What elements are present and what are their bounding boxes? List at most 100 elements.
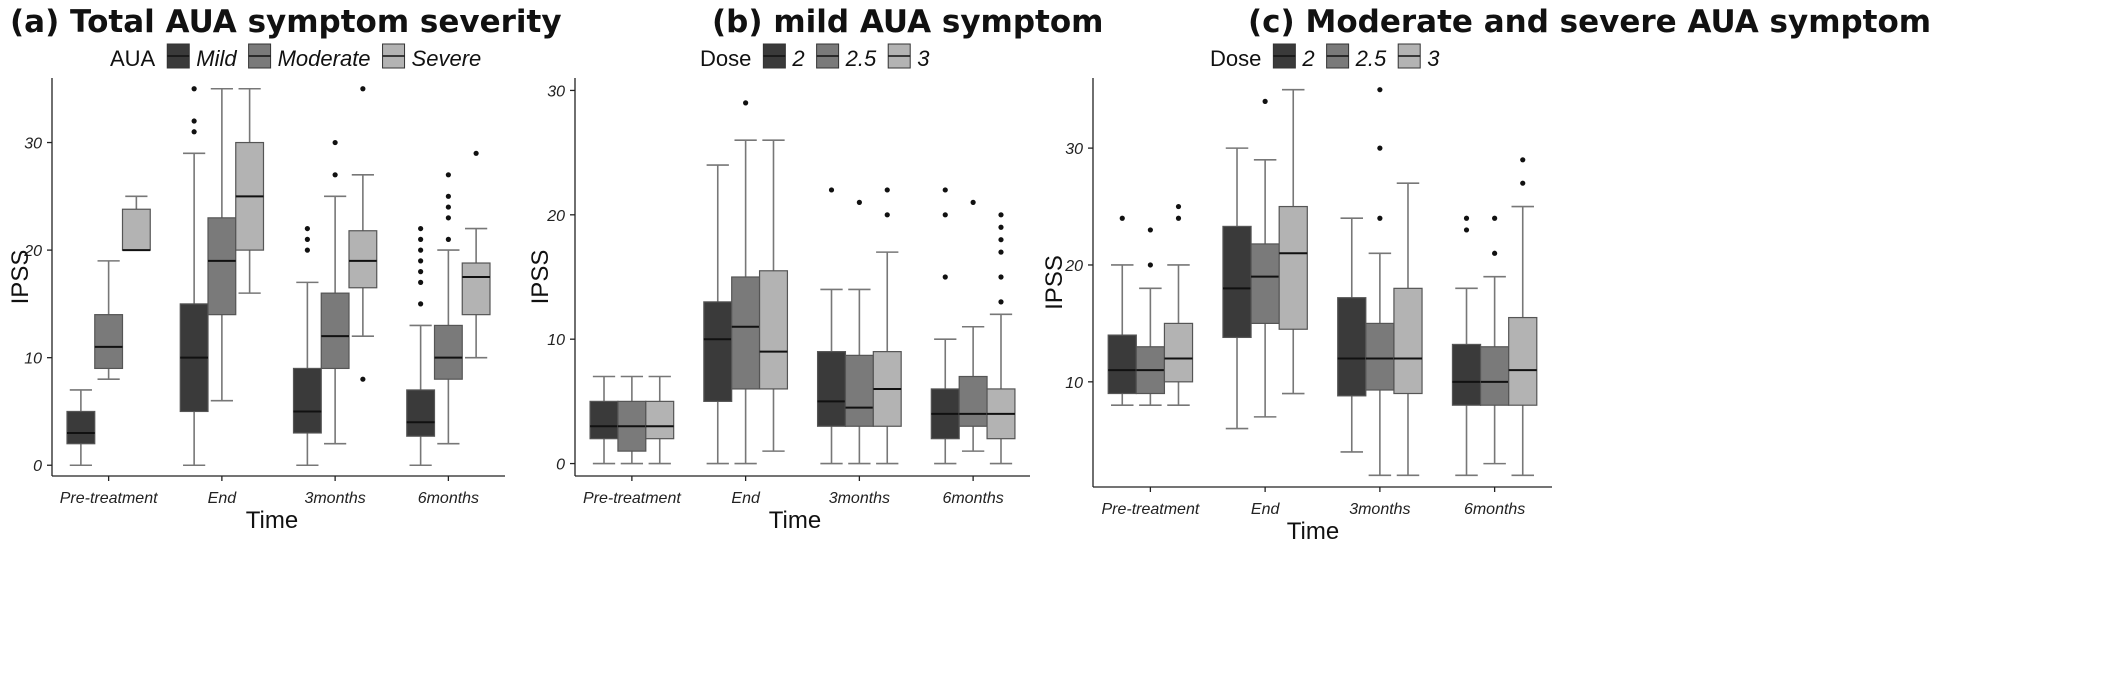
box-Mild-Pre-treatment: [66, 389, 96, 467]
box-iqr: [958, 375, 988, 427]
legend-title: AUA: [110, 46, 156, 71]
x-tick-label: Pre-treatment: [583, 490, 681, 507]
y-axis-title: IPSS: [7, 250, 34, 305]
box-iqr: [589, 400, 619, 440]
box-iqr: [1222, 225, 1252, 339]
outlier-point: [1147, 227, 1153, 233]
box-iqr: [758, 270, 789, 390]
x-tick-label: 3months: [1349, 501, 1410, 518]
outlier-point: [1377, 87, 1383, 93]
x-tick-label: Pre-treatment: [1101, 501, 1199, 518]
box-iqr: [844, 354, 874, 427]
panel-c: (c) Moderate and severe AUA symptom Dose 2…: [1041, 4, 1931, 545]
box-3-Pre-treatment: [1163, 203, 1194, 407]
box-Mild-3months: [292, 225, 322, 467]
box-3-End: [1278, 88, 1308, 395]
box-3-3months: [872, 187, 902, 465]
x-axis-title: Time: [1287, 518, 1339, 545]
box-iqr: [406, 389, 436, 437]
outlier-point: [418, 236, 424, 242]
box-iqr: [1107, 334, 1137, 395]
box-iqr: [645, 400, 675, 440]
legend: Dose 2 2.5 3: [700, 43, 930, 71]
outlier-point: [1463, 215, 1470, 221]
outlier-point: [445, 193, 451, 199]
outlier-point: [445, 215, 451, 221]
outlier-point: [743, 100, 749, 106]
box-iqr: [1479, 346, 1510, 406]
box-iqr: [731, 276, 761, 390]
box-iqr: [461, 262, 491, 316]
y-axis-title: IPSS: [1041, 255, 1068, 310]
outlier-point: [360, 376, 366, 382]
box-2-End: [703, 164, 733, 465]
box-Moderate-End: [207, 87, 237, 402]
x-axis-title: Time: [769, 507, 821, 534]
x-tick-label: Pre-treatment: [60, 490, 158, 507]
panel-a: (a) Total AUA symptom severity AUA Mild Mod…: [7, 4, 562, 534]
box-2.5-Pre-treatment: [1135, 227, 1166, 407]
box-iqr: [1278, 205, 1308, 330]
box-2.5-6months: [958, 199, 988, 452]
box-iqr: [66, 410, 96, 445]
box-iqr: [121, 208, 151, 251]
legend-label-Moderate: Moderate: [278, 46, 371, 71]
outlier-point: [828, 187, 835, 193]
box-3-6months: [986, 212, 1016, 465]
box-3-End: [758, 139, 789, 452]
outlier-point: [998, 274, 1004, 280]
y-tick-label: 10: [1065, 375, 1083, 392]
legend-label-2: 2: [1301, 46, 1314, 71]
box-Moderate-3months: [320, 139, 350, 445]
outlier-point: [445, 236, 451, 242]
box-3-6months: [1508, 157, 1538, 477]
outlier-point: [191, 86, 197, 92]
outlier-point: [1520, 180, 1526, 186]
outlier-point: [856, 199, 862, 205]
outlier-point: [1262, 98, 1268, 104]
outlier-point: [1175, 215, 1182, 221]
legend-label-3: 3: [1427, 46, 1440, 71]
x-axis-title: Time: [246, 507, 298, 534]
legend-title: Dose: [1210, 46, 1261, 71]
outlier-point: [998, 299, 1004, 305]
box-Severe-3months: [348, 86, 378, 382]
box-3-3months: [1393, 182, 1423, 477]
box-2.5-6months: [1479, 215, 1510, 465]
box-2.5-3months: [1365, 87, 1395, 477]
outlier-point: [998, 249, 1004, 255]
outlier-point: [473, 150, 479, 156]
outlier-point: [332, 139, 338, 146]
box-2.5-3months: [844, 199, 874, 465]
outlier-point: [884, 187, 890, 193]
outlier-point: [418, 279, 424, 285]
box-2-Pre-treatment: [589, 375, 619, 465]
box-Severe-End: [235, 87, 265, 294]
outlier-point: [418, 225, 424, 232]
box-Mild-6months: [406, 225, 436, 467]
box-iqr: [1451, 343, 1482, 406]
box-2-6months: [1451, 215, 1482, 477]
legend-label-2.5: 2.5: [1355, 46, 1387, 71]
x-tick-label: End: [731, 490, 761, 507]
box-iqr: [816, 351, 847, 427]
y-tick-label: 10: [24, 351, 42, 368]
legend: AUA Mild Moderate Severe: [110, 43, 481, 71]
box-iqr: [1337, 297, 1367, 397]
outlier-point: [304, 225, 310, 232]
outlier-point: [418, 247, 424, 253]
y-tick-label: 30: [547, 83, 565, 100]
outlier-point: [1147, 262, 1153, 268]
box-iqr: [1508, 316, 1538, 406]
x-tick-label: End: [1251, 501, 1281, 518]
outlier-point: [418, 258, 424, 264]
box-iqr: [1250, 243, 1280, 325]
x-tick-label: End: [208, 490, 238, 507]
outlier-point: [360, 86, 366, 92]
outlier-point: [191, 129, 197, 135]
y-tick-label: 30: [1065, 141, 1083, 158]
box-iqr: [433, 324, 463, 380]
box-2-3months: [816, 187, 847, 465]
outlier-point: [418, 269, 424, 275]
box-iqr: [207, 217, 237, 316]
